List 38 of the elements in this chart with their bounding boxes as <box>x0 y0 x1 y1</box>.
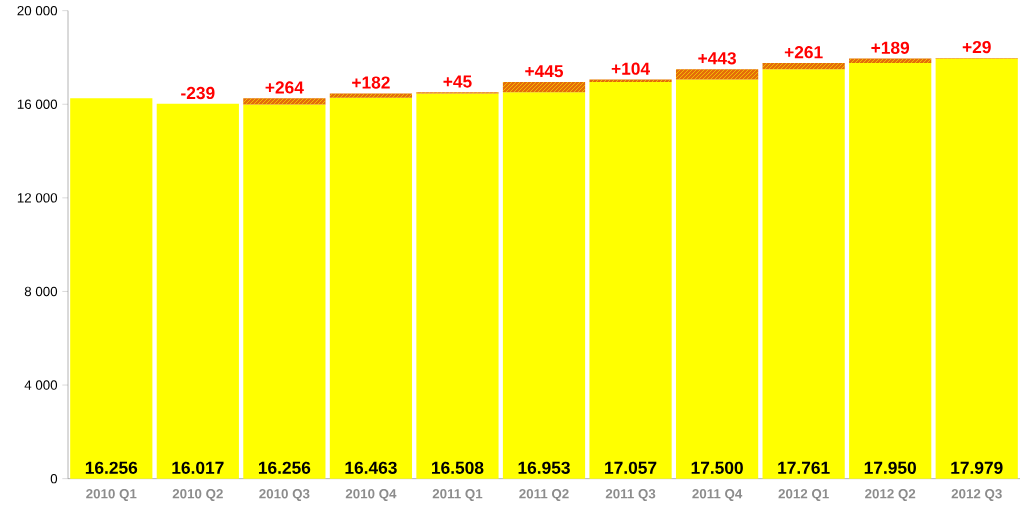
total-label: 16.463 <box>345 461 397 474</box>
x-tick-label: 2010 Q2 <box>172 489 223 501</box>
total-label: 16.256 <box>85 461 138 474</box>
y-tick-label: 8 000 <box>24 286 58 297</box>
total-label: 17.500 <box>691 461 743 474</box>
data-label: +261 <box>784 46 823 59</box>
total-label: 17.979 <box>951 461 1003 474</box>
x-tick-label: 2011 Q3 <box>605 489 656 501</box>
data-label: +189 <box>871 41 910 54</box>
x-tick-label: 2012 Q3 <box>951 489 1002 501</box>
y-tick-label: 4 000 <box>24 380 58 390</box>
y-tick-label: 12 000 <box>17 193 58 203</box>
y-tick-label: 20 000 <box>17 5 58 16</box>
data-label: +445 <box>525 65 564 78</box>
total-label: 16.953 <box>518 461 570 474</box>
y-tick-label: 16 000 <box>17 99 58 109</box>
total-label: 16.017 <box>172 461 224 474</box>
x-tick-label: 2011 Q4 <box>692 489 743 501</box>
x-tick-label: 2012 Q2 <box>865 489 916 501</box>
data-label: +29 <box>962 40 991 54</box>
x-tick-label: 2011 Q2 <box>519 489 569 501</box>
total-label: 17.761 <box>778 461 830 474</box>
total-label: 16.508 <box>432 461 484 474</box>
x-tick-label: 2010 Q4 <box>345 489 397 501</box>
total-label: 17.057 <box>605 461 657 474</box>
x-tick-label: 2010 Q1 <box>86 489 137 501</box>
data-label: +45 <box>443 75 472 88</box>
x-tick-label: 2012 Q1 <box>778 489 829 501</box>
total-label: 17.950 <box>864 461 916 474</box>
data-label: +264 <box>265 81 304 94</box>
y-tick-label: 0 <box>50 473 58 484</box>
text: -239 <box>181 86 215 100</box>
x-tick-label: 2010 Q3 <box>259 489 310 501</box>
data-label: +104 <box>611 62 650 75</box>
x-tick-label: 2011 Q1 <box>432 489 483 501</box>
total-label: 16.256 <box>258 461 311 474</box>
data-label: +443 <box>698 52 736 65</box>
data-label: +182 <box>352 76 390 89</box>
